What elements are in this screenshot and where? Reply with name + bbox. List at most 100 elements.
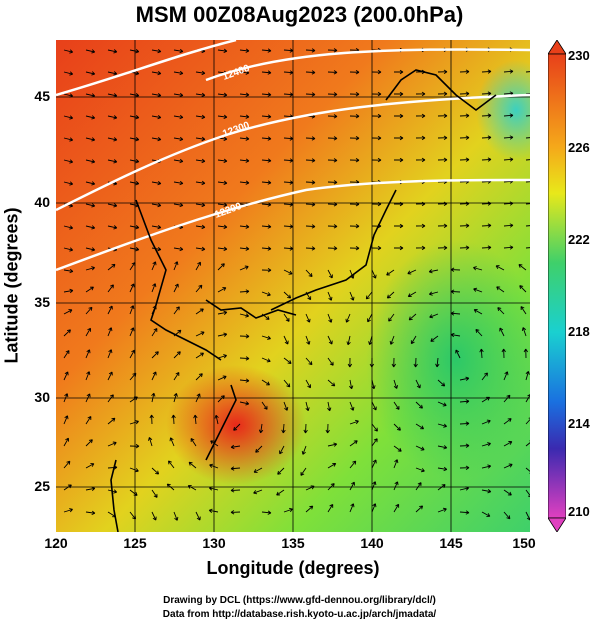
wind-arrow <box>525 115 530 117</box>
wind-arrow <box>129 467 139 473</box>
wind-arrow <box>63 115 74 120</box>
wind-arrow <box>305 48 316 53</box>
wind-arrow <box>305 158 316 163</box>
wind-arrow <box>415 223 426 229</box>
wind-arrow <box>173 136 184 142</box>
wind-arrow <box>107 71 118 76</box>
wind-arrow <box>305 180 316 185</box>
wind-arrow <box>107 263 116 271</box>
wind-arrow <box>63 329 71 337</box>
wind-arrow <box>479 348 484 359</box>
wind-arrow <box>473 309 483 315</box>
wind-arrow <box>459 245 470 250</box>
wind-arrow <box>437 223 448 228</box>
wind-arrow <box>481 489 492 494</box>
wind-arrow <box>503 418 512 425</box>
wind-arrow <box>85 349 91 359</box>
wind-arrow <box>239 265 249 271</box>
y-tick-35: 35 <box>34 294 50 310</box>
wind-arrow <box>437 423 447 428</box>
wind-arrow <box>151 328 158 337</box>
wind-arrow <box>85 159 96 164</box>
wind-arrow <box>435 357 440 368</box>
colorbar-tick-226: 226 <box>568 140 590 155</box>
wind-arrow <box>525 467 530 474</box>
wind-arrow <box>217 92 228 97</box>
wind-arrow <box>305 92 316 97</box>
wind-arrow <box>305 401 310 412</box>
wind-arrow <box>349 70 360 75</box>
wind-arrow <box>85 49 96 54</box>
wind-arrow <box>85 463 95 469</box>
wind-arrow <box>525 440 530 447</box>
wind-arrow <box>408 313 417 321</box>
wind-arrow <box>239 401 250 406</box>
wind-arrow <box>503 223 514 228</box>
wind-arrow <box>261 510 272 515</box>
wind-arrow <box>217 224 228 229</box>
wind-arrow <box>305 379 311 389</box>
wind-arrow <box>393 503 400 513</box>
y-tick-40: 40 <box>34 194 50 210</box>
wind-arrow <box>195 246 206 252</box>
wind-arrow <box>305 224 316 229</box>
wind-arrow <box>85 181 96 186</box>
wind-arrow <box>190 438 197 447</box>
wind-arrow <box>239 180 250 185</box>
wind-arrow <box>415 157 426 163</box>
wind-arrow <box>415 423 425 430</box>
wind-arrow <box>85 225 96 230</box>
wind-arrow <box>327 70 338 75</box>
wind-arrow <box>63 49 74 54</box>
wind-arrow <box>428 291 439 296</box>
wind-arrow <box>437 91 448 96</box>
wind-arrow <box>85 371 91 381</box>
wind-arrow <box>283 246 294 251</box>
wind-arrow <box>195 511 201 521</box>
wind-arrow <box>473 287 483 293</box>
x-tick-125: 125 <box>123 535 147 551</box>
wind-arrow <box>261 48 272 53</box>
wind-arrow <box>261 291 271 297</box>
wind-arrow <box>261 158 272 163</box>
wind-arrow <box>305 136 316 141</box>
wind-arrow <box>283 136 294 141</box>
wind-arrow <box>129 283 135 293</box>
wind-arrow <box>239 70 250 75</box>
wind-arrow <box>371 503 377 513</box>
y-tick-30: 30 <box>34 389 50 405</box>
wind-arrow <box>151 70 162 76</box>
wind-arrow <box>173 180 184 186</box>
wind-arrow <box>327 335 333 345</box>
wind-arrow <box>63 268 74 274</box>
wind-arrow <box>327 224 338 229</box>
map-plot-area: 12400 12300 12200 <box>56 40 530 532</box>
wind-arrow <box>393 157 404 163</box>
wind-arrow <box>195 352 204 359</box>
wind-arrow <box>129 305 135 315</box>
x-tick-150: 150 <box>512 535 536 551</box>
wind-arrow <box>151 136 162 142</box>
wind-arrow <box>151 224 162 230</box>
grid-lines <box>56 40 530 532</box>
wind-arrow <box>230 444 241 450</box>
wind-arrow <box>503 371 509 381</box>
wind-arrow <box>85 203 96 208</box>
wind-arrow <box>188 461 197 469</box>
wind-arrow <box>503 245 514 250</box>
wind-arrow <box>168 460 175 469</box>
wind-arrow <box>195 284 203 293</box>
wind-arrow <box>437 135 448 140</box>
credit-drawing: Drawing by DCL (https://www.gfd-dennou.o… <box>163 595 436 606</box>
wind-arrow <box>525 225 530 227</box>
wind-arrow <box>349 136 360 141</box>
colorbar-tick-210: 210 <box>568 504 590 519</box>
wind-arrow <box>481 223 492 228</box>
wind-arrow <box>459 69 470 74</box>
wind-arrow <box>415 135 426 141</box>
wind-arrow <box>173 511 179 521</box>
wind-arrow <box>371 269 377 279</box>
wind-arrow <box>195 308 204 315</box>
wind-arrow <box>193 414 198 425</box>
wind-arrow <box>393 223 404 229</box>
